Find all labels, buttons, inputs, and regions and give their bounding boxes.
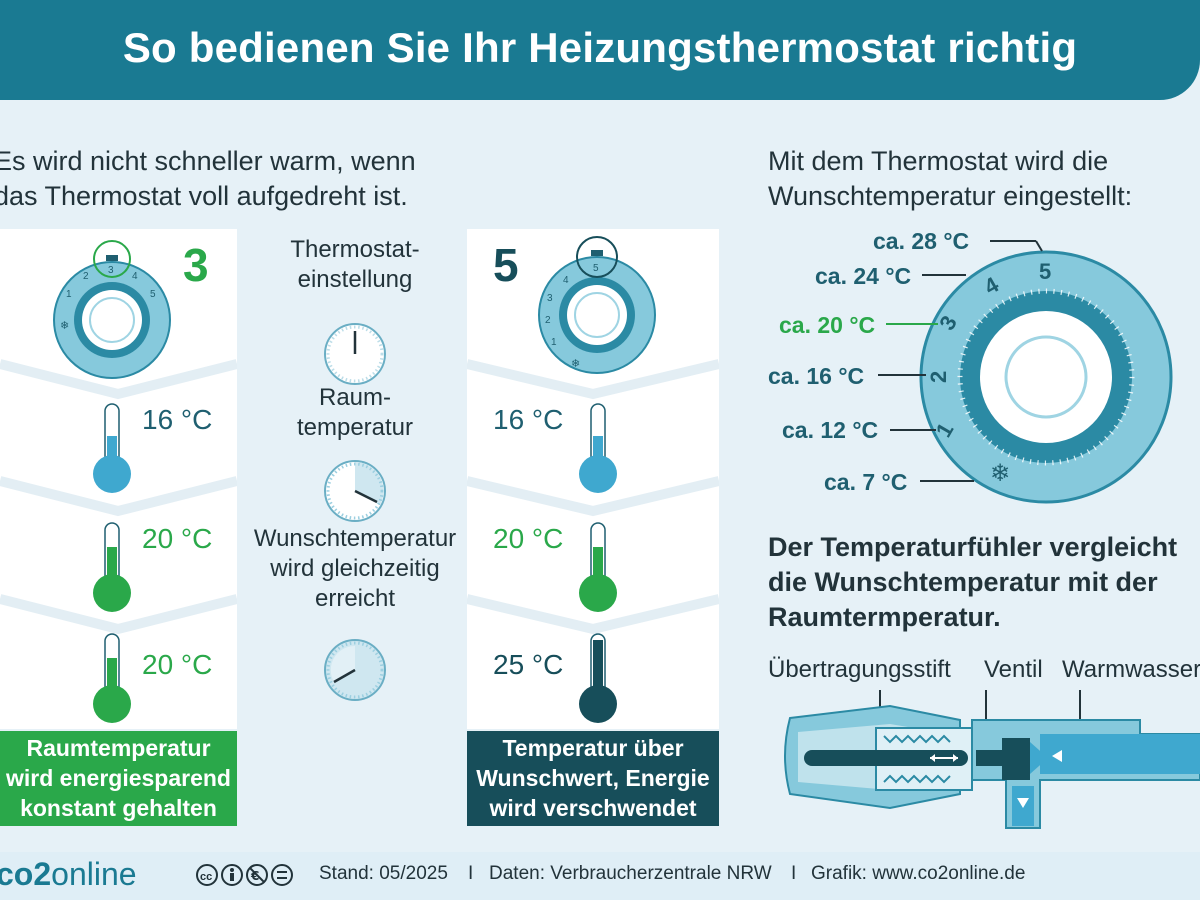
thermometer-icon-20a (93, 522, 131, 612)
right-temp-3: 25 °C (493, 649, 564, 680)
right-temp-2: 20 °C (493, 523, 564, 554)
thermometer-icon-20b (93, 633, 131, 723)
clock-icon-2 (324, 460, 386, 522)
svg-text:2: 2 (926, 371, 951, 383)
svg-text:❄: ❄ (571, 357, 580, 370)
left-heading: Es wird nicht schneller warm, wenn das T… (0, 146, 416, 211)
label-thermostat-setting: Thermostat- einstellung (290, 236, 420, 293)
thermometer-icon-r16 (579, 403, 617, 493)
svg-text:5: 5 (593, 263, 599, 274)
svg-text:cc: cc (200, 871, 212, 883)
left-temp-1: 16 °C (142, 404, 213, 435)
valve-diagram (784, 690, 1200, 829)
setting-number-5: 5 (493, 239, 519, 291)
right-temp-1: 16 °C (493, 404, 564, 435)
dial-label-28: ca. 28 °C (873, 228, 970, 254)
svg-text:❄: ❄ (990, 459, 1010, 487)
cc-license-icon: cc € (196, 864, 293, 886)
left-temp-3: 20 °C (142, 649, 213, 680)
footer-stand: Stand: 05/2025 (319, 863, 448, 884)
clock-icon-3 (324, 639, 386, 701)
thermometer-icon-r20 (579, 522, 617, 612)
big-dial-graphic: 1 2 3 4 5 ❄ (878, 240, 1173, 504)
svg-text:4: 4 (563, 275, 569, 286)
label-valve: Ventil (984, 656, 1043, 683)
dial-label-7: ca. 7 °C (824, 469, 908, 495)
label-room-temperature: Raum- temperatur (296, 384, 414, 441)
right-caption: Temperatur über Wunschwert, Energie wird… (467, 731, 719, 826)
footer-bar (0, 852, 1200, 900)
label-hot-water: Warmwasser (1062, 656, 1200, 683)
dial-label-20: ca. 20 °C (779, 312, 876, 338)
knob-icon-setting-3: 1 2 3 4 5 ❄ (53, 240, 171, 379)
footer-graphic-credit: Grafik: www.co2online.de (811, 863, 1026, 884)
setting-number-3: 3 (183, 239, 209, 291)
label-target-reached: Wunschtemperatur wird gleichzeitig errei… (253, 525, 457, 612)
footer-separator-2: I (791, 863, 797, 884)
page-title: So bedienen Sie Ihr Heizungsthermostat r… (122, 24, 1078, 71)
svg-text:3: 3 (108, 265, 114, 276)
dial-label-24: ca. 24 °C (815, 263, 912, 289)
left-temp-2: 20 °C (142, 523, 213, 554)
svg-text:2: 2 (83, 271, 89, 282)
thermometer-icon-r25 (579, 633, 617, 723)
clock-icon-1 (324, 323, 386, 385)
dial-label-16: ca. 16 °C (768, 363, 865, 389)
svg-text:1: 1 (66, 289, 72, 300)
header-bar: So bedienen Sie Ihr Heizungsthermostat r… (0, 0, 1200, 100)
panel-left-graphics: 1 2 3 4 5 ❄ (0, 240, 237, 723)
svg-text:4: 4 (132, 271, 138, 282)
co2online-logo: co2online (0, 856, 137, 892)
big-thermostat-dial-icon: 1 2 3 4 5 ❄ (919, 250, 1173, 504)
svg-text:3: 3 (547, 293, 553, 304)
svg-text:5: 5 (1039, 259, 1051, 284)
sensor-heading: Der Temperaturfühler vergleicht die Wuns… (768, 532, 1178, 632)
label-transfer-pin: Übertragungsstift (768, 656, 951, 683)
knob-icon-setting-5: 1 2 3 4 5 ❄ (538, 236, 656, 374)
thermometer-icon-16 (93, 403, 131, 493)
footer-data-source: Daten: Verbraucherzentrale NRW (489, 863, 772, 884)
svg-text:1: 1 (551, 337, 557, 348)
footer-separator-1: I (468, 863, 474, 884)
dial-label-12: ca. 12 °C (782, 417, 879, 443)
left-caption: Raumtemperatur wird energiesparend konst… (0, 731, 237, 826)
svg-text:❄: ❄ (60, 319, 69, 332)
panel-right-graphics: 1 2 3 4 5 ❄ (467, 236, 719, 723)
svg-text:2: 2 (545, 315, 551, 326)
dial-heading: Mit dem Thermostat wird die Wunschtemper… (768, 146, 1133, 211)
svg-text:5: 5 (150, 289, 156, 300)
svg-text:€: € (250, 869, 259, 883)
